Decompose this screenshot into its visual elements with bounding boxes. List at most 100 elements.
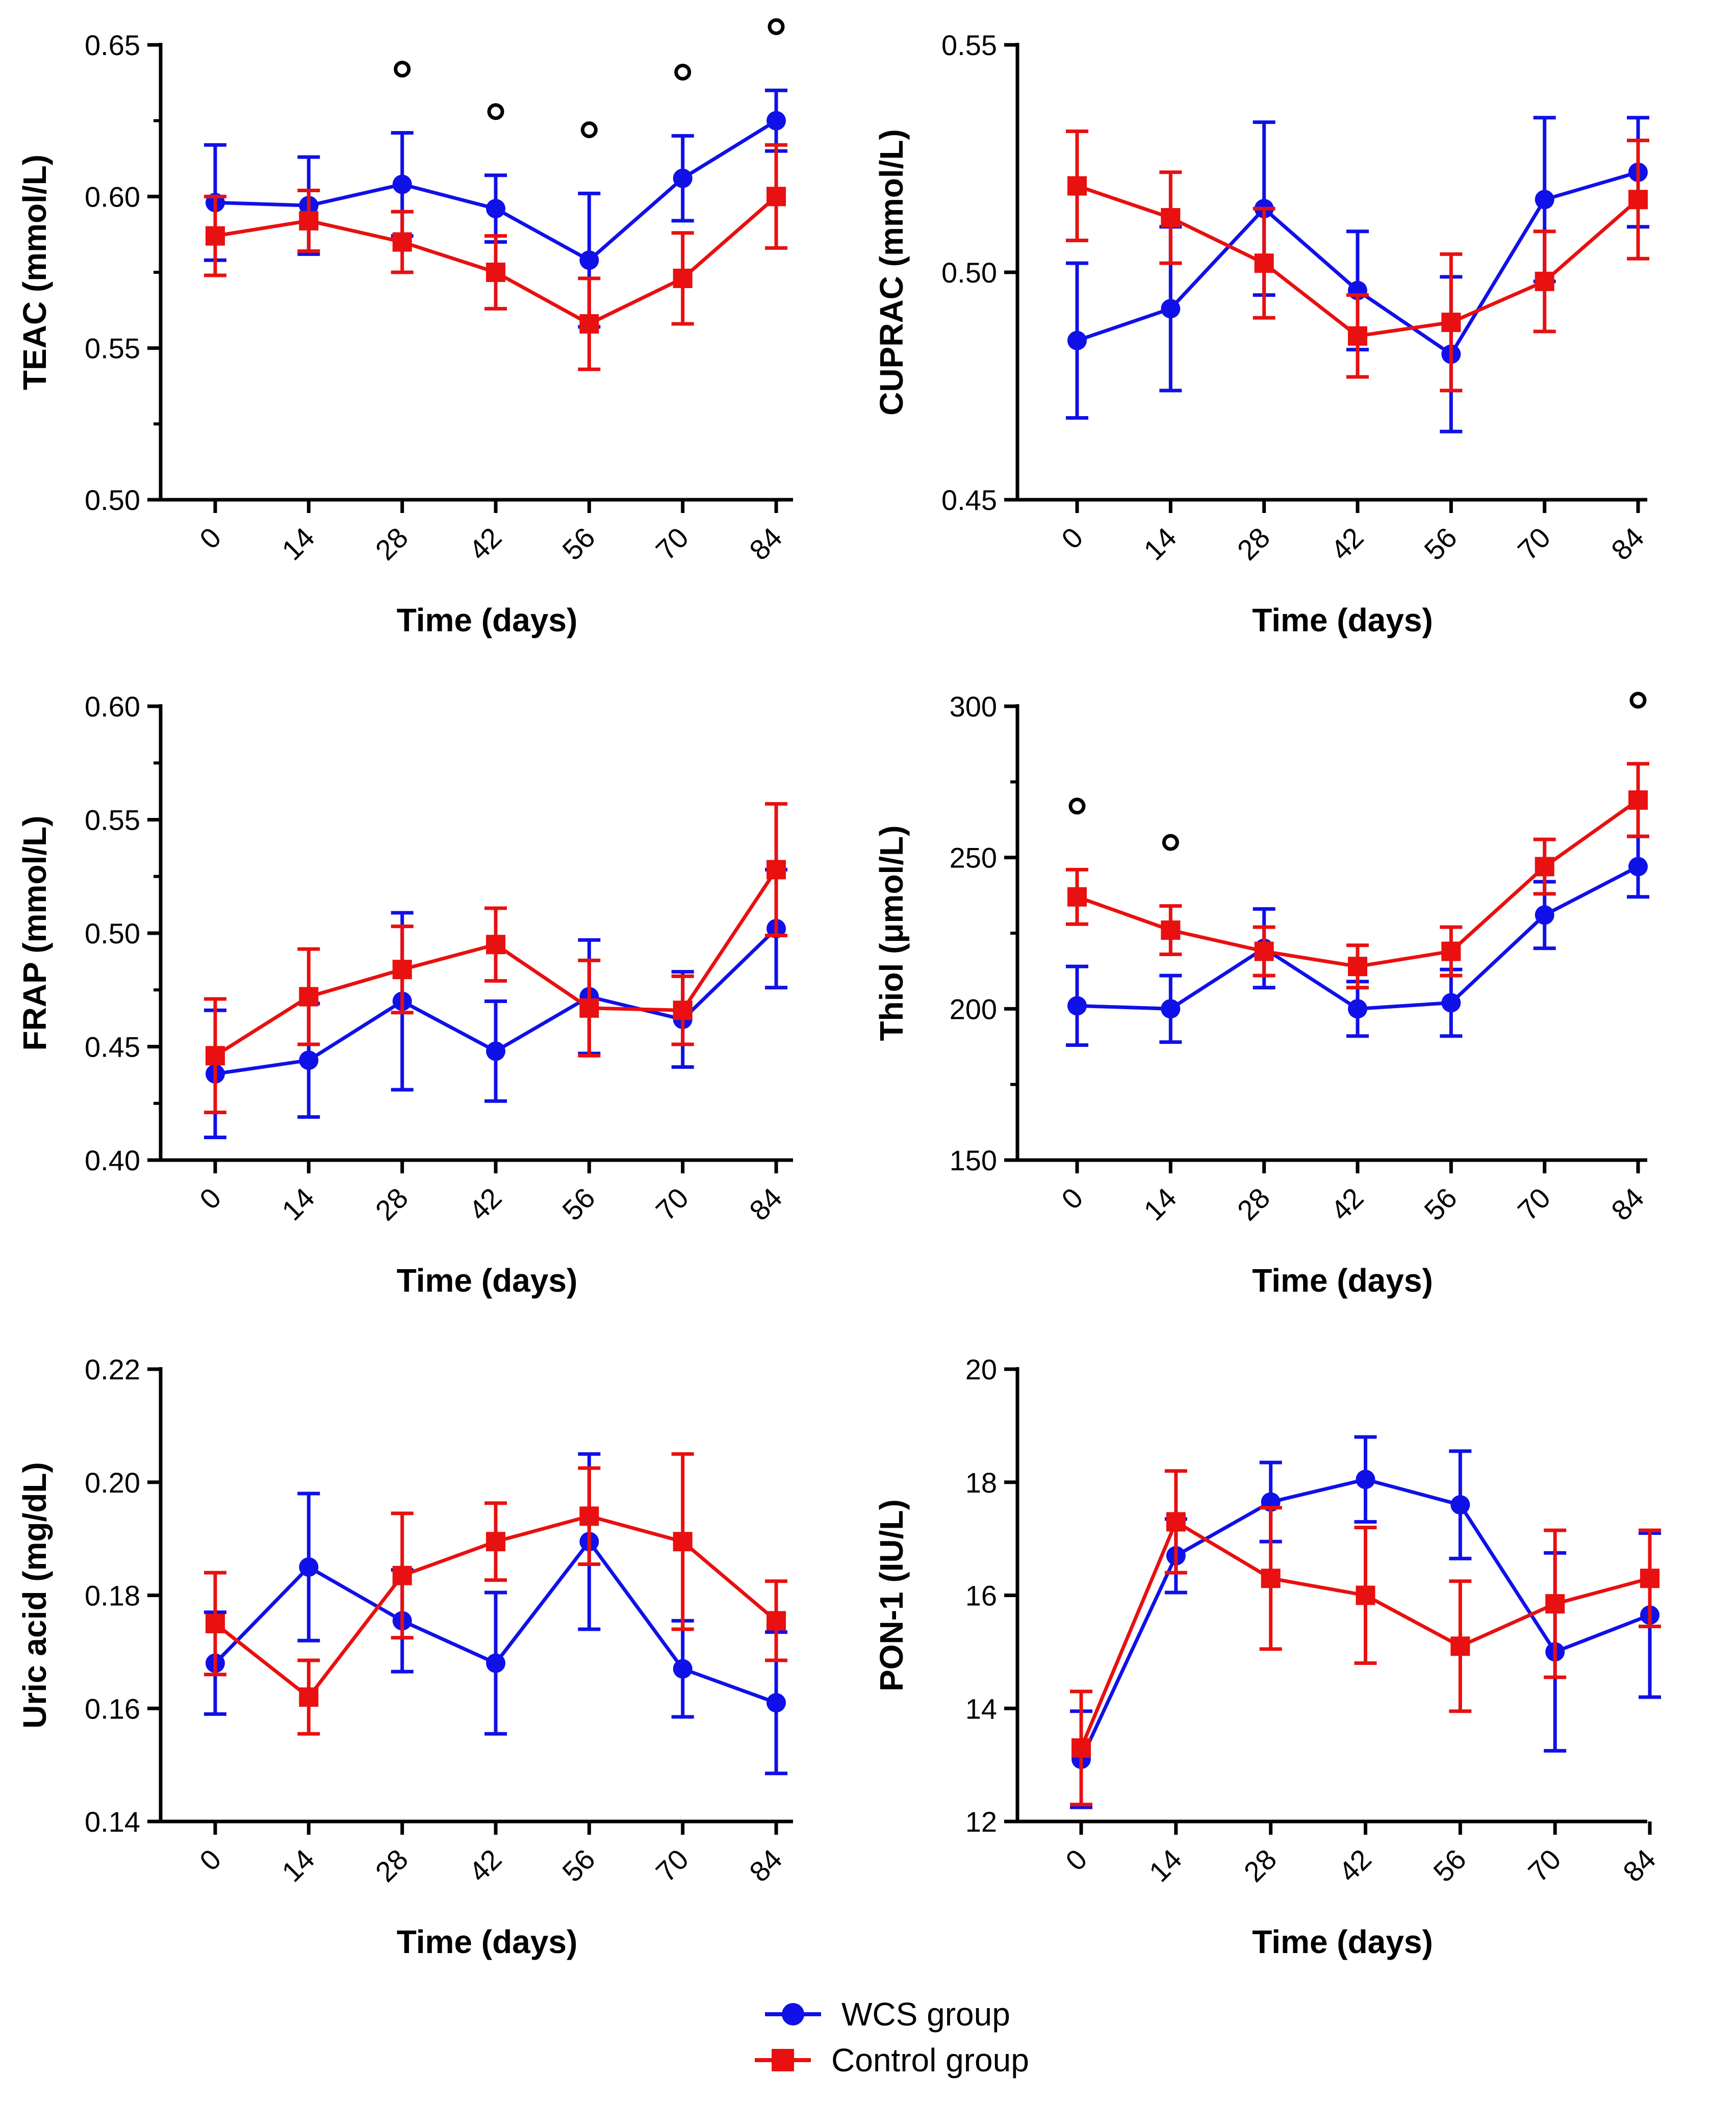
x-tick-label: 56 [556,1182,601,1227]
x-tick-label: 56 [1418,521,1463,567]
data-point [1161,208,1181,227]
data-point [392,174,412,194]
series-control [1070,1469,1661,1807]
y-tick-label: 0.50 [941,256,997,289]
x-tick-label: 42 [1332,1843,1377,1888]
significance-marker [1162,834,1179,851]
x-tick-label: 28 [369,521,415,567]
series-wcs [1066,834,1649,1047]
data-point [206,1613,225,1633]
data-point [486,1653,505,1673]
data-point [1628,857,1648,877]
y-tick-label: 20 [965,1353,997,1385]
x-tick-label: 28 [1238,1843,1283,1888]
chart-panel-thiol: 150 200 250 300 0 14 28 42 56 70 84 Time (days) Thio… [873,690,1650,1299]
data-point [1535,190,1554,210]
x-axis-title: Time (days) [397,602,578,638]
x-axis-title: Time (days) [397,1262,578,1299]
y-tick-label: 12 [965,1806,997,1838]
data-point [1535,857,1554,877]
x-axis-title: Time (days) [1252,1262,1433,1299]
series-control [1066,762,1649,990]
panels: 0.50 0.55 0.60 0.65 0 14 28 42 56 70 84 Time (days)… [16,18,1662,1960]
x-tick-label: 56 [1418,1182,1463,1227]
data-point [1067,330,1087,350]
data-point [1628,790,1648,810]
y-tick-label: 0.22 [85,1353,140,1385]
y-tick-label: 0.45 [941,484,997,516]
data-point [299,1687,319,1707]
data-point [1356,1470,1375,1490]
x-tick-label: 42 [463,1843,508,1888]
y-axis-title: FRAP (mmol/L) [16,815,53,1050]
chart-panel-teac: 0.50 0.55 0.60 0.65 0 14 28 42 56 70 84 Time (days)… [16,18,793,638]
y-tick-label: 0.18 [85,1580,140,1612]
data-point [767,860,786,880]
x-tick-label: 0 [1055,521,1089,555]
significance-marker [768,18,785,35]
chart-panel-cuprac: 0.45 0.50 0.55 0 14 28 42 56 70 84 Time (days) CUPR… [873,29,1650,638]
data-point [1067,887,1087,907]
data-point [767,111,786,131]
data-point [392,1565,412,1585]
data-point [486,1041,505,1061]
data-point [673,1532,693,1552]
data-point [1071,1738,1091,1758]
y-tick-label: 0.60 [85,690,140,723]
data-point [1067,176,1087,196]
legend-item-wcs: WCS group [765,1996,1010,2033]
data-point [392,232,412,252]
x-tick-label: 0 [193,1843,227,1877]
series-control [204,1452,787,1736]
data-point [1441,313,1461,332]
significance-marker [674,64,692,81]
significance-marker [580,121,598,139]
data-point [673,168,693,188]
legend-marker-wcs [782,2003,804,2025]
x-tick-label: 84 [743,521,788,567]
data-point [1161,299,1181,319]
data-point [299,1050,319,1070]
significance-marker [1068,798,1086,815]
y-tick-label: 0.50 [85,917,140,949]
x-tick-label: 42 [463,521,508,567]
x-tick-label: 14 [1143,1843,1188,1888]
legend-item-control: Control group [755,2042,1029,2078]
x-tick-label: 56 [556,521,601,567]
x-tick-label: 0 [193,1182,227,1216]
data-point [1450,1636,1470,1656]
x-tick-label: 84 [743,1182,788,1227]
significance-marker [1629,691,1647,709]
y-tick-label: 14 [965,1692,997,1725]
x-tick-label: 56 [1427,1843,1472,1888]
data-point [1067,996,1087,1016]
x-tick-label: 84 [743,1843,788,1888]
y-axis-title: CUPRAC (mmol/L) [873,129,910,416]
series-control [1066,129,1649,393]
x-tick-label: 14 [275,1843,321,1888]
data-point [486,263,505,282]
x-tick-label: 14 [275,1182,321,1227]
legend: WCS group Control group [755,1996,1029,2078]
significance-marker [394,61,411,78]
data-point [1261,1569,1281,1588]
series-control [204,802,787,1115]
x-tick-label: 28 [369,1182,415,1227]
y-tick-label: 18 [965,1467,997,1499]
x-tick-label: 28 [1231,521,1277,567]
chart-panel-pon-1: 12 14 16 18 20 0 14 28 42 56 70 84 Time (days) PON-1 … [873,1353,1662,1960]
data-point [579,314,599,334]
data-point [392,960,412,980]
data-point [1348,957,1367,977]
y-tick-label: 250 [950,842,997,874]
data-point [1535,905,1554,925]
data-point [299,211,319,230]
data-point [486,199,505,219]
data-point [1535,271,1554,291]
data-point [1161,999,1181,1019]
data-point [579,998,599,1018]
data-point [1166,1512,1186,1532]
series-wcs [1066,116,1649,433]
x-axis-title: Time (days) [1252,1923,1433,1960]
